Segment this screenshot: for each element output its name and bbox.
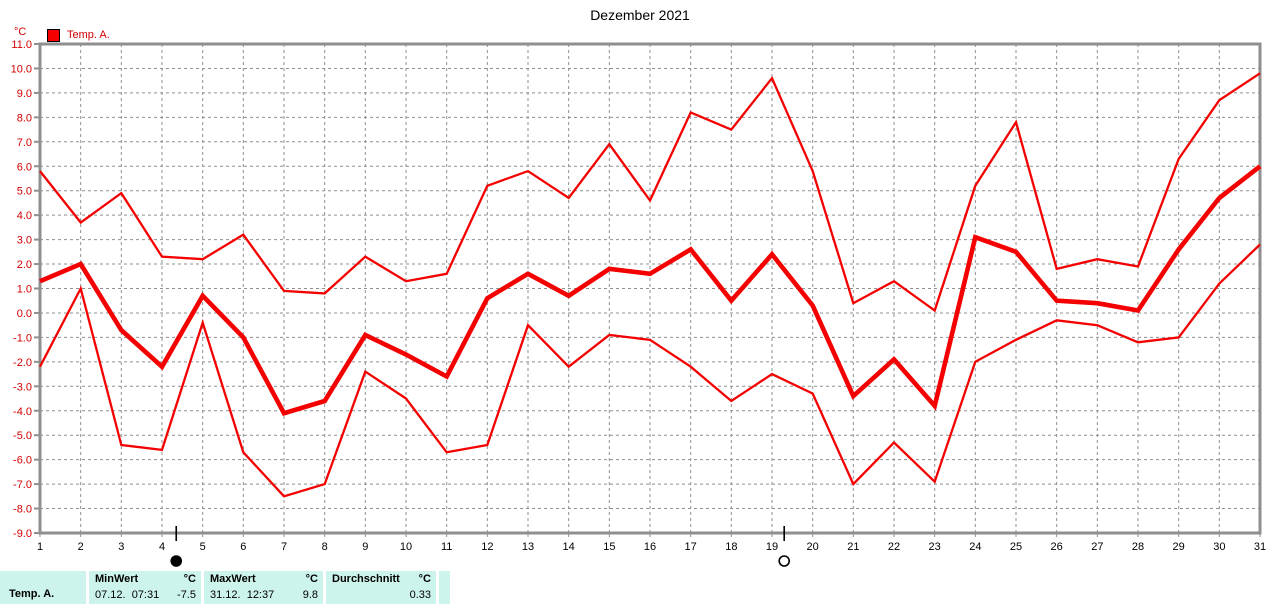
- minwert-cell: MinWert °C 07.12. 07:31 -7.5: [89, 571, 201, 604]
- x-tick-label: 23: [929, 541, 941, 553]
- x-tick-label: 14: [563, 541, 575, 553]
- minwert-datetime: 07.12. 07:31: [95, 588, 160, 601]
- x-tick-label: 9: [362, 541, 368, 553]
- x-tick-label: 7: [281, 541, 287, 553]
- x-tick-label: 6: [240, 541, 246, 553]
- y-tick-label: -4.0: [13, 406, 32, 418]
- y-tick-label: 10.0: [11, 63, 32, 75]
- durchschnitt-value: 0.33: [409, 588, 431, 601]
- x-tick-label: 25: [1010, 541, 1022, 553]
- summary-spacer-cell: [439, 571, 450, 604]
- x-tick-label: 10: [400, 541, 412, 553]
- x-tick-label: 18: [725, 541, 737, 553]
- y-tick-label: 0.0: [17, 308, 32, 320]
- x-tick-label: 15: [603, 541, 615, 553]
- durchschnitt-unit: °C: [418, 573, 431, 585]
- y-tick-label: 3.0: [17, 235, 32, 247]
- durchschnitt-header: Durchschnitt: [332, 573, 400, 585]
- chart-title: Dezember 2021: [590, 7, 690, 23]
- y-tick-label: -9.0: [13, 528, 32, 540]
- y-tick-label: -3.0: [13, 381, 32, 393]
- y-tick-label: 9.0: [17, 88, 32, 100]
- x-tick-label: 1: [37, 541, 43, 553]
- x-tick-label: 24: [969, 541, 981, 553]
- x-tick-label: 21: [847, 541, 859, 553]
- x-tick-label: 2: [78, 541, 84, 553]
- x-tick-label: 28: [1132, 541, 1144, 553]
- maxwert-unit: °C: [305, 573, 318, 585]
- y-tick-label: -5.0: [13, 430, 32, 442]
- x-tick-label: 26: [1051, 541, 1063, 553]
- summary-table: Temp. A. MinWert °C 07.12. 07:31 -7.5 Ma…: [0, 571, 450, 604]
- x-tick-label: 30: [1213, 541, 1225, 553]
- y-tick-label: 5.0: [17, 186, 32, 198]
- x-tick-label: 31: [1254, 541, 1266, 553]
- summary-row-label: Temp. A.: [9, 588, 55, 600]
- y-tick-label: -6.0: [13, 455, 32, 467]
- y-axis-unit-label: °C: [14, 26, 27, 38]
- y-tick-label: 7.0: [17, 137, 32, 149]
- legend-swatch-icon: [47, 28, 60, 42]
- y-tick-label: -2.0: [13, 357, 32, 369]
- x-tick-label: 16: [644, 541, 656, 553]
- x-tick-label: 12: [481, 541, 493, 553]
- minwert-header: MinWert: [95, 573, 139, 585]
- legend: Temp. A.: [47, 28, 110, 42]
- x-tick-label: 17: [685, 541, 697, 553]
- maxwert-header: MaxWert: [210, 573, 256, 585]
- x-tick-label: 13: [522, 541, 534, 553]
- full-moon-icon: [778, 555, 791, 567]
- new-moon-icon: [170, 555, 183, 567]
- y-tick-label: 4.0: [17, 210, 32, 222]
- x-tick-label: 8: [322, 541, 328, 553]
- x-tick-label: 3: [118, 541, 124, 553]
- x-tick-label: 19: [766, 541, 778, 553]
- x-tick-label: 5: [200, 541, 206, 553]
- series-line-tagesminimum: [38, 243, 1261, 498]
- y-tick-label: -8.0: [13, 504, 32, 516]
- legend-label: Temp. A.: [67, 29, 110, 41]
- maxwert-cell: MaxWert °C 31.12. 12:37 9.8: [204, 571, 323, 604]
- minwert-value: -7.5: [177, 588, 196, 601]
- summary-row-label-cell: Temp. A.: [0, 571, 86, 604]
- x-tick-label: 29: [1173, 541, 1185, 553]
- x-tick-label: 22: [888, 541, 900, 553]
- x-tick-label: 20: [807, 541, 819, 553]
- x-tick-label: 27: [1091, 541, 1103, 553]
- minwert-unit: °C: [183, 573, 196, 585]
- y-tick-label: 6.0: [17, 161, 32, 173]
- durchschnitt-cell: Durchschnitt °C 0.33: [326, 571, 436, 604]
- maxwert-value: 9.8: [302, 588, 318, 601]
- y-tick-label: 2.0: [17, 259, 32, 271]
- maxwert-datetime: 31.12. 12:37: [210, 588, 275, 601]
- series-line-tagesmaximum: [39, 72, 1261, 313]
- y-tick-label: -7.0: [13, 479, 32, 491]
- y-tick-label: 1.0: [17, 284, 32, 296]
- series-line-tagesmittel: [39, 164, 1262, 416]
- x-tick-label: 11: [441, 541, 452, 553]
- y-tick-label: 11.0: [11, 39, 32, 51]
- y-tick-label: 8.0: [17, 112, 32, 124]
- y-tick-label: -1.0: [13, 332, 32, 344]
- x-tick-label: 4: [159, 541, 165, 553]
